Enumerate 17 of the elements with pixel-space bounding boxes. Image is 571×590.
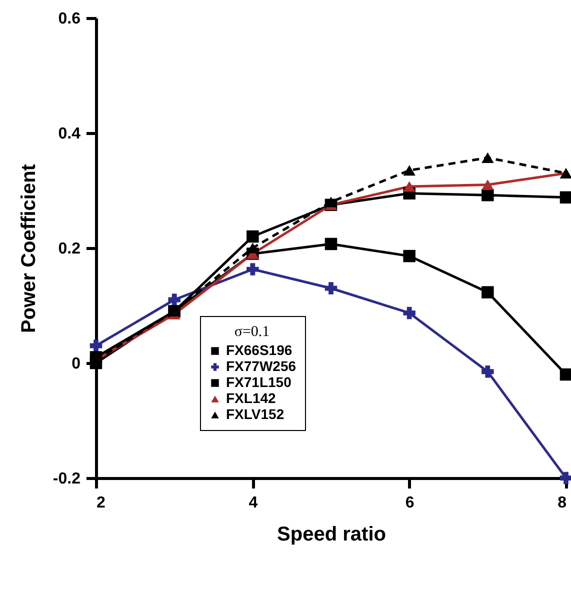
legend-label: FX71L150 bbox=[226, 374, 292, 390]
y-tick-label: 0.4 bbox=[58, 126, 81, 142]
y-tick-label: 0 bbox=[72, 356, 81, 372]
y-tick-label: 0.6 bbox=[58, 10, 81, 28]
legend-label: FXL142 bbox=[226, 390, 276, 406]
x-tick-label: 2 bbox=[96, 494, 106, 512]
x-tick-label: 6 bbox=[405, 494, 414, 512]
legend-label: FX66S196 bbox=[226, 342, 292, 358]
legend-label: FXLV152 bbox=[226, 406, 284, 422]
x-axis-title: Speed ratio bbox=[277, 524, 386, 546]
legend-title: σ=0.1 bbox=[234, 324, 270, 340]
x-tick-label: 4 bbox=[248, 494, 258, 512]
legend-label: FX77W256 bbox=[226, 358, 296, 374]
y-tick-label: -0.2 bbox=[52, 470, 81, 488]
y-tick-label: 0.2 bbox=[58, 240, 81, 258]
x-tick-label: 8 bbox=[558, 494, 567, 512]
y-axis-title: Power Coefficient bbox=[18, 164, 40, 333]
